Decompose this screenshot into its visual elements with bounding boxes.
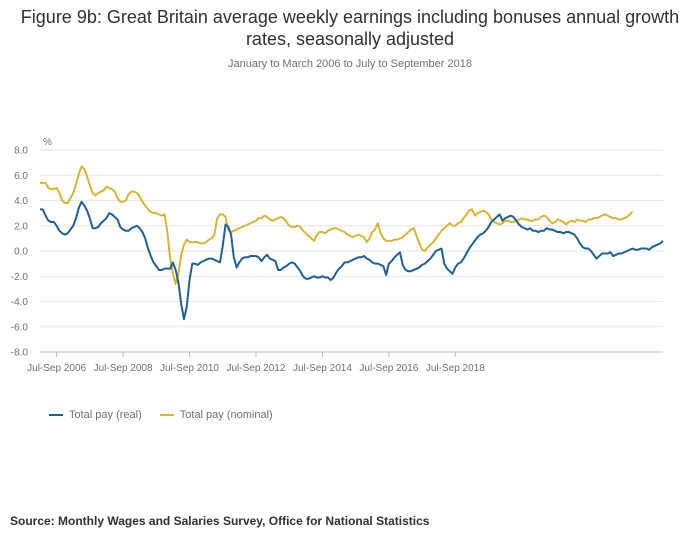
legend-swatch-real xyxy=(49,414,63,416)
series-lines xyxy=(40,165,664,321)
legend-item-nominal: Total pay (nominal) xyxy=(159,409,273,421)
legend-label-nominal: Total pay (nominal) xyxy=(179,409,273,421)
legend: Total pay (real) Total pay (nominal) xyxy=(49,409,273,421)
x-tick-label: Jul-Sep 2006 xyxy=(27,363,86,374)
y-tick-label: 2.0 xyxy=(14,221,28,232)
y-tick-label: 6.0 xyxy=(14,171,28,182)
chart-title: Figure 9b: Great Britain average weekly … xyxy=(20,7,680,49)
x-tick-label: Jul-Sep 2012 xyxy=(227,363,286,374)
y-tick-label: 8.0 xyxy=(14,146,28,157)
series-line-nominal xyxy=(40,165,634,285)
y-tick-label: -6.0 xyxy=(11,322,29,333)
x-tick-label: Jul-Sep 2018 xyxy=(426,363,485,374)
y-tick-label: 0.0 xyxy=(14,247,28,258)
y-tick-label: 4.0 xyxy=(14,196,28,207)
y-tick-label: -4.0 xyxy=(11,297,29,308)
x-tick-label: Jul-Sep 2014 xyxy=(293,363,352,374)
series-line-real xyxy=(40,200,664,321)
y-tick-label: -2.0 xyxy=(11,272,29,283)
x-tick-label: Jul-Sep 2016 xyxy=(359,363,418,374)
y-axis: 8.0 6.0 4.0 2.0 0.0 -2.0 -4.0 -6.0 -8.0% xyxy=(11,137,52,359)
source-note: Source: Monthly Wages and Salaries Surve… xyxy=(10,514,430,528)
x-axis: Jul-Sep 2006 Jul-Sep 2008 Jul-Sep 2010 Jul-… xyxy=(27,352,485,374)
x-tick-label: Jul-Sep 2010 xyxy=(160,363,219,374)
y-tick-label: -8.0 xyxy=(11,348,29,359)
grid-lines xyxy=(40,149,663,353)
legend-item-real: Total pay (real) xyxy=(49,409,142,421)
x-tick-label: Jul-Sep 2008 xyxy=(94,363,153,374)
chart-subtitle: January to March 2006 to July to Septemb… xyxy=(228,58,472,70)
y-axis-unit: % xyxy=(43,137,52,148)
legend-label-real: Total pay (real) xyxy=(69,409,142,421)
legend-swatch-nominal xyxy=(159,414,174,416)
